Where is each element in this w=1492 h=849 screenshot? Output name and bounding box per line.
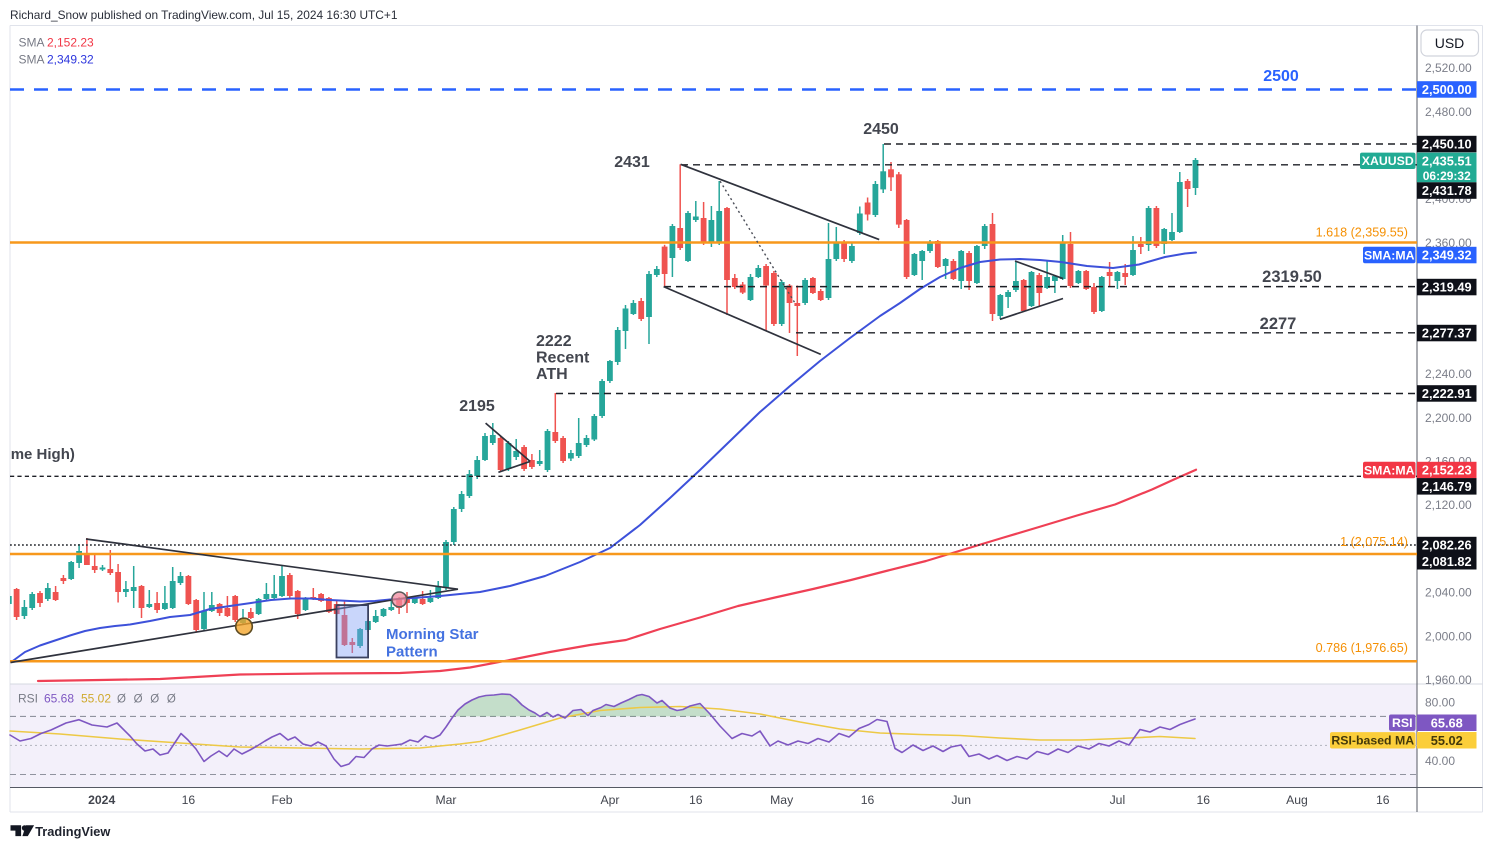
- svg-text:2,520.00: 2,520.00: [1425, 61, 1472, 75]
- svg-text:16: 16: [182, 793, 196, 807]
- svg-text:RSI-based MA: RSI-based MA: [1331, 734, 1414, 748]
- svg-text:Morning Star: Morning Star: [386, 626, 479, 643]
- svg-text:65.68: 65.68: [1431, 715, 1463, 730]
- svg-text:USD: USD: [1435, 35, 1465, 51]
- svg-text:0.786 (1,976.65): 0.786 (1,976.65): [1316, 641, 1408, 655]
- svg-text:SMA:MA: SMA:MA: [1364, 463, 1415, 477]
- svg-text:40.00: 40.00: [1425, 754, 1455, 768]
- svg-text:2024: 2024: [88, 793, 115, 807]
- svg-text:Mar: Mar: [435, 793, 456, 807]
- svg-text:2,349.32: 2,349.32: [1422, 248, 1472, 263]
- svg-text:55.02: 55.02: [1431, 733, 1463, 748]
- svg-text:80.00: 80.00: [1425, 695, 1455, 709]
- svg-text:Aug: Aug: [1286, 793, 1308, 807]
- svg-text:Richard_Snow published on Trad: Richard_Snow published on TradingView.co…: [10, 8, 398, 22]
- svg-text:2500: 2500: [1263, 68, 1299, 85]
- svg-text:1.618 (2,359.55): 1.618 (2,359.55): [1316, 226, 1408, 240]
- svg-text:Apr: Apr: [600, 793, 619, 807]
- svg-text:me High): me High): [11, 446, 75, 463]
- svg-text:RSI: RSI: [1392, 716, 1413, 730]
- svg-text:2450: 2450: [863, 121, 899, 138]
- svg-text:1 (2,075.14): 1 (2,075.14): [1340, 535, 1408, 549]
- svg-text:2431: 2431: [614, 154, 650, 171]
- svg-text:SMA: SMA: [19, 53, 45, 67]
- svg-text:2195: 2195: [459, 398, 495, 415]
- svg-text:SMA: SMA: [19, 36, 45, 50]
- svg-text:2,200.00: 2,200.00: [1425, 411, 1472, 425]
- svg-text:SMA:MA: SMA:MA: [1364, 248, 1415, 262]
- svg-text:2,360.00: 2,360.00: [1425, 236, 1472, 250]
- svg-text:2,222.91: 2,222.91: [1422, 386, 1472, 401]
- svg-text:65.68: 65.68: [44, 692, 74, 706]
- svg-text:16: 16: [861, 793, 875, 807]
- svg-text:55.02: 55.02: [81, 692, 111, 706]
- svg-text:TradingView: TradingView: [35, 824, 110, 839]
- svg-text:2,349.32: 2,349.32: [47, 53, 94, 67]
- svg-text:2,152.23: 2,152.23: [47, 36, 94, 50]
- svg-text:2,082.26: 2,082.26: [1422, 538, 1472, 553]
- svg-text:2,081.82: 2,081.82: [1422, 554, 1472, 569]
- svg-text:Feb: Feb: [272, 793, 293, 807]
- svg-text:2,435.51: 2,435.51: [1422, 153, 1472, 168]
- svg-text:2,240.00: 2,240.00: [1425, 367, 1472, 381]
- svg-text:2,480.00: 2,480.00: [1425, 105, 1472, 119]
- svg-text:16: 16: [1196, 793, 1210, 807]
- svg-text:2277: 2277: [1260, 315, 1297, 333]
- svg-text:06:29:32: 06:29:32: [1423, 169, 1471, 183]
- svg-text:16: 16: [1376, 793, 1390, 807]
- svg-text:2,319.49: 2,319.49: [1422, 280, 1472, 295]
- svg-text:Ø Ø Ø Ø: Ø Ø Ø Ø: [117, 694, 176, 706]
- svg-text:2,152.23: 2,152.23: [1422, 463, 1472, 478]
- svg-text:2,431.78: 2,431.78: [1422, 183, 1472, 198]
- svg-text:2,277.37: 2,277.37: [1422, 326, 1472, 341]
- svg-text:1,960.00: 1,960.00: [1425, 673, 1472, 687]
- svg-text:Jul: Jul: [1110, 793, 1126, 807]
- svg-text:2,120.00: 2,120.00: [1425, 498, 1472, 512]
- svg-text:Pattern: Pattern: [386, 644, 438, 661]
- svg-text:2,500.00: 2,500.00: [1422, 82, 1472, 97]
- svg-text:2,146.79: 2,146.79: [1422, 479, 1472, 494]
- svg-text:2,000.00: 2,000.00: [1425, 629, 1472, 643]
- svg-text:ATH: ATH: [536, 366, 568, 383]
- svg-text:2,040.00: 2,040.00: [1425, 586, 1472, 600]
- svg-text:2319.50: 2319.50: [1262, 268, 1322, 286]
- svg-text:Recent: Recent: [536, 350, 590, 367]
- svg-text:2,450.10: 2,450.10: [1422, 137, 1472, 152]
- svg-text:Jun: Jun: [951, 793, 971, 807]
- svg-text:2222: 2222: [536, 333, 572, 350]
- svg-text:XAUUSD: XAUUSD: [1362, 154, 1414, 168]
- svg-text:RSI: RSI: [18, 692, 38, 706]
- svg-text:16: 16: [689, 793, 703, 807]
- svg-text:May: May: [770, 793, 794, 807]
